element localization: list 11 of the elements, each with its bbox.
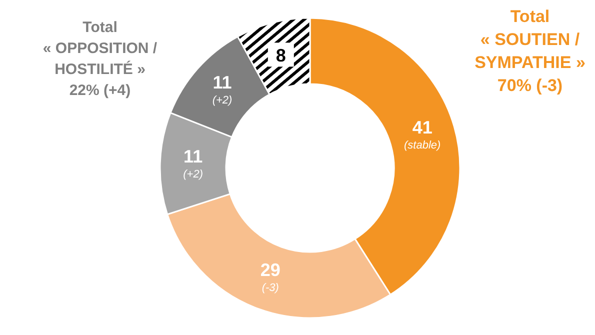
text: Total « OPPOSITION / HOSTILITÉ » 22% (+4) — [42, 19, 158, 99]
text: (-3) — [262, 282, 280, 294]
data-label: 41 — [412, 117, 432, 138]
text: (+2) — [212, 94, 233, 107]
text: Total « SOUTIEN / SYMPATHIE » 70% (-3) — [474, 7, 586, 95]
data-label: 8 — [276, 46, 286, 66]
text: (+2) — [183, 168, 204, 180]
data-label: 29 — [260, 260, 280, 280]
text: (stable) — [404, 139, 442, 152]
data-label: 11 — [184, 146, 203, 166]
data-label: 11 — [212, 72, 232, 93]
